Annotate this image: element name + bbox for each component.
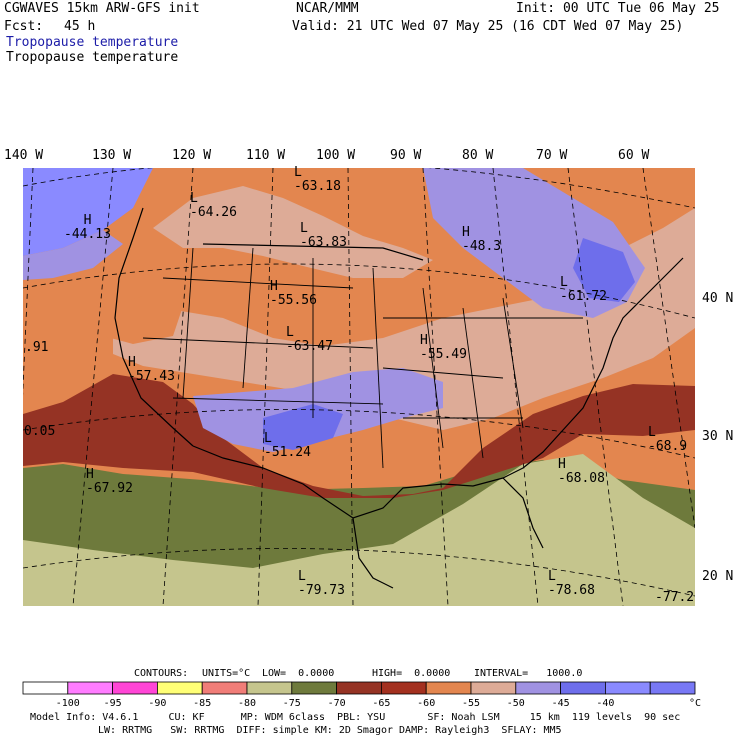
- field-title-2: Tropopause temperature: [6, 50, 179, 65]
- edge-label: -77.2: [655, 590, 695, 605]
- hl-label: H -55.49: [420, 333, 467, 362]
- org-label: NCAR/MMM: [296, 1, 359, 16]
- colorbar-tick: -45: [552, 698, 570, 709]
- field-purple-nw: [23, 230, 123, 280]
- colorbar-tick: -60: [417, 698, 435, 709]
- colorbar-swatch: [156, 681, 203, 695]
- colorbar-tick: -95: [104, 698, 122, 709]
- colorbar-swatch: [291, 681, 337, 695]
- hl-label: L -64.26: [190, 191, 237, 220]
- colorbar-swatch: [649, 681, 696, 695]
- lon-label: 130 W: [92, 148, 132, 163]
- colorbar-tick: -90: [148, 698, 166, 709]
- contours-high: HIGH= 0.0000: [372, 668, 451, 679]
- field-blue-ne-core: [573, 238, 635, 302]
- field-pink-central: [113, 208, 695, 430]
- colorbar-tick: -40: [596, 698, 614, 709]
- field-band-darkred: [23, 374, 695, 498]
- hl-label: H -67.92: [86, 467, 133, 496]
- hl-label: L -61.72: [560, 275, 607, 304]
- colorbar-swatch: [336, 681, 382, 695]
- lon-label: 120 W: [172, 148, 212, 163]
- tropopause-map: [23, 168, 695, 606]
- lon-label: 140 W: [4, 148, 44, 163]
- colorbar-swatch: [560, 681, 606, 695]
- hl-label: L -63.18: [294, 165, 341, 194]
- colorbar-swatch: [380, 681, 427, 695]
- hl-label: L -63.83: [300, 221, 347, 250]
- lat-label: 20 N: [702, 569, 734, 584]
- hl-label: L -68.9: [648, 425, 688, 454]
- contours-low: LOW= 0.0000: [262, 668, 335, 679]
- color-bar: -100 -95 -90 -85 -80 -75 -70 -65 -60 -55 -50 -45 -40…: [22, 681, 701, 709]
- physics-info: LW: RRTMG SW: RRTMG DIFF: simple KM: 2D …: [98, 725, 562, 736]
- colorbar-unit: °C: [689, 698, 701, 709]
- lat-label: 30 N: [702, 429, 734, 444]
- contours-units: UNITS=°C: [202, 668, 251, 679]
- coastlines: [114, 207, 684, 589]
- colorbar-swatch: [67, 681, 113, 695]
- valid-time: Valid: 21 UTC Wed 07 May 25 (16 CDT Wed …: [292, 19, 684, 34]
- contours-interval: INTERVAL= 1000.0: [474, 668, 583, 679]
- field-salmon-west: [103, 296, 183, 344]
- lon-label: 110 W: [246, 148, 286, 163]
- field-blue-nw: [23, 168, 153, 256]
- fcst-value: 45 h: [64, 19, 96, 34]
- fcst-label: Fcst:: [4, 19, 44, 34]
- lon-label: 90 W: [390, 148, 422, 163]
- colorbar-tick: -50: [507, 698, 525, 709]
- init-time: Init: 00 UTC Tue 06 May 25: [516, 1, 720, 16]
- lon-label: 60 W: [618, 148, 650, 163]
- lon-label: 100 W: [316, 148, 356, 163]
- hl-label: L -63.47: [286, 325, 333, 354]
- colorbar-tick: -85: [193, 698, 211, 709]
- field-pink-north: [153, 186, 433, 278]
- field-title-1: Tropopause temperature: [6, 35, 179, 50]
- hl-label: H -48.3: [462, 225, 502, 254]
- colorbar-swatch: [470, 681, 517, 695]
- state-borders: [142, 247, 583, 469]
- hl-label: L -51.24: [264, 431, 311, 460]
- colorbar-tick: -55: [462, 698, 480, 709]
- model-info: Model Info: V4.6.1 CU: KF MP: WDM 6class…: [30, 712, 681, 723]
- model-title: CGWAVES 15km ARW-GFS init: [4, 1, 200, 16]
- hl-label: H -55.56: [270, 279, 317, 308]
- lat-label: 40 N: [702, 291, 734, 306]
- lon-label: 70 W: [536, 148, 568, 163]
- hl-label: H -68.08: [558, 457, 605, 486]
- hl-label: L -78.68: [548, 569, 595, 598]
- field-band-khaki: [23, 454, 695, 606]
- colorbar-swatch: [425, 681, 472, 695]
- colorbar-tick: -100: [56, 698, 80, 709]
- hl-label: H -57.43: [128, 355, 175, 384]
- colorbar-tick: -75: [283, 698, 301, 709]
- field-blue-central-core: [263, 404, 343, 450]
- colorbar-swatch: [246, 681, 293, 695]
- colorbar-swatch: [22, 681, 69, 695]
- hl-label: L -79.73: [298, 569, 345, 598]
- colorbar-tick: -65: [372, 698, 390, 709]
- colorbar-swatch: [605, 681, 651, 695]
- edge-label: .91: [25, 340, 49, 355]
- graticule: [23, 168, 695, 606]
- hl-label: H -44.13: [64, 213, 111, 242]
- colorbar-swatch: [515, 681, 561, 695]
- lon-label: 80 W: [462, 148, 494, 163]
- colorbar-tick: -80: [238, 698, 256, 709]
- colorbar-swatch: [201, 681, 248, 695]
- colorbar-tick: -70: [328, 698, 346, 709]
- contours-label: CONTOURS:: [134, 668, 189, 679]
- edge-label: 0.05: [24, 424, 56, 439]
- colorbar-swatch: [112, 681, 158, 695]
